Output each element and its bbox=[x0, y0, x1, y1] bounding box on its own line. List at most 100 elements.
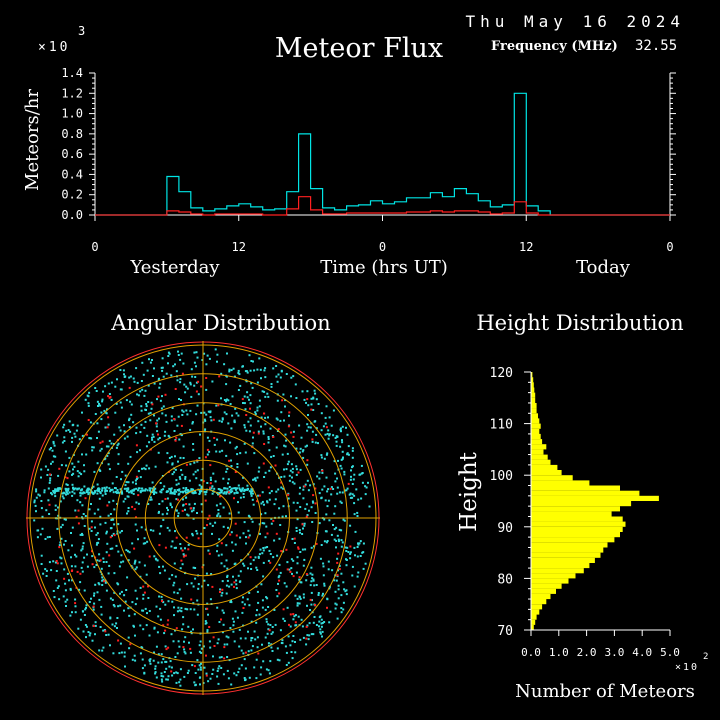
angular-point bbox=[54, 508, 57, 511]
angular-point bbox=[227, 482, 229, 485]
angular-point bbox=[119, 388, 122, 391]
angular-point bbox=[246, 396, 249, 399]
angular-point bbox=[254, 411, 257, 414]
angular-point bbox=[94, 387, 97, 389]
angular-point bbox=[251, 520, 254, 523]
angular-point bbox=[264, 636, 267, 639]
angular-point bbox=[295, 509, 298, 512]
angular-point bbox=[356, 515, 359, 517]
angular-point bbox=[341, 425, 344, 428]
angular-point bbox=[149, 419, 152, 422]
angular-point-red bbox=[305, 637, 308, 640]
angular-point bbox=[338, 540, 340, 543]
angular-point bbox=[192, 602, 195, 605]
angular-point bbox=[341, 450, 344, 453]
angular-point bbox=[166, 526, 169, 529]
angular-point bbox=[268, 549, 271, 552]
angular-point bbox=[247, 420, 250, 423]
angular-point bbox=[220, 420, 223, 423]
angular-point bbox=[345, 593, 348, 596]
angular-point bbox=[305, 579, 308, 582]
angular-point bbox=[186, 583, 189, 586]
angular-point bbox=[200, 503, 203, 506]
angular-point bbox=[298, 529, 301, 531]
angular-point bbox=[126, 490, 129, 493]
angular-point bbox=[70, 556, 72, 559]
angular-point bbox=[146, 369, 149, 372]
angular-point bbox=[278, 537, 281, 540]
angular-point bbox=[306, 514, 309, 517]
angular-point bbox=[357, 543, 360, 546]
angular-point-red bbox=[185, 536, 188, 539]
angular-point bbox=[176, 489, 179, 491]
angular-point bbox=[130, 403, 133, 406]
angular-point bbox=[284, 445, 287, 448]
angular-point bbox=[192, 628, 194, 631]
angular-point bbox=[54, 488, 57, 491]
angular-point bbox=[302, 564, 305, 567]
angular-point bbox=[288, 414, 290, 417]
angular-point bbox=[103, 629, 106, 631]
angular-point bbox=[121, 470, 124, 473]
angular-point-red bbox=[275, 568, 278, 571]
angular-point bbox=[334, 505, 337, 508]
angular-point bbox=[99, 449, 102, 452]
angular-point bbox=[236, 463, 239, 465]
angular-point bbox=[315, 624, 318, 626]
angular-point bbox=[306, 624, 309, 627]
angular-point bbox=[64, 589, 67, 592]
angular-point-red bbox=[315, 542, 318, 545]
angular-point bbox=[228, 490, 231, 493]
angular-point bbox=[114, 487, 117, 490]
angular-point bbox=[94, 413, 97, 415]
angular-point bbox=[151, 375, 154, 377]
angular-point bbox=[302, 488, 305, 491]
angular-point bbox=[213, 487, 216, 490]
height-bar bbox=[531, 552, 601, 558]
angular-point bbox=[351, 483, 354, 485]
angular-point bbox=[349, 492, 352, 495]
angular-point bbox=[249, 369, 252, 372]
angular-point bbox=[235, 412, 238, 415]
angular-point bbox=[145, 624, 148, 627]
angular-point bbox=[85, 453, 88, 456]
angular-point bbox=[81, 434, 84, 437]
angular-point bbox=[81, 570, 84, 573]
angular-point bbox=[157, 653, 160, 656]
angular-point bbox=[273, 539, 276, 542]
angular-point bbox=[255, 566, 258, 569]
angular-point bbox=[192, 509, 195, 512]
angular-point bbox=[114, 385, 117, 388]
angular-point bbox=[307, 489, 310, 492]
angular-point bbox=[341, 439, 343, 442]
angular-point bbox=[248, 604, 251, 607]
angular-point bbox=[192, 448, 195, 451]
angular-point bbox=[96, 591, 99, 594]
angular-point bbox=[285, 373, 288, 375]
angular-point bbox=[234, 610, 237, 613]
angular-point-red bbox=[157, 395, 160, 398]
angular-point bbox=[166, 678, 169, 681]
angular-point bbox=[323, 485, 326, 488]
date-label: Thu May 16 2024 bbox=[466, 12, 686, 31]
angular-point bbox=[87, 402, 90, 405]
angular-point bbox=[148, 487, 151, 490]
angular-point bbox=[175, 498, 178, 501]
angular-point-red bbox=[212, 636, 215, 639]
angular-point bbox=[107, 572, 110, 575]
height-bar bbox=[531, 593, 551, 600]
angular-point bbox=[253, 369, 256, 372]
angular-point bbox=[196, 659, 199, 662]
angular-point bbox=[88, 527, 91, 530]
angular-point bbox=[167, 675, 170, 678]
angular-point bbox=[46, 536, 49, 539]
angular-point bbox=[126, 495, 129, 498]
angular-point bbox=[208, 439, 211, 442]
angular-point bbox=[156, 631, 159, 634]
angular-point bbox=[201, 359, 204, 361]
angular-point bbox=[227, 478, 230, 481]
angular-point bbox=[160, 595, 163, 598]
angular-point-red bbox=[175, 627, 178, 630]
angular-point bbox=[109, 617, 112, 620]
angular-point bbox=[125, 549, 128, 552]
